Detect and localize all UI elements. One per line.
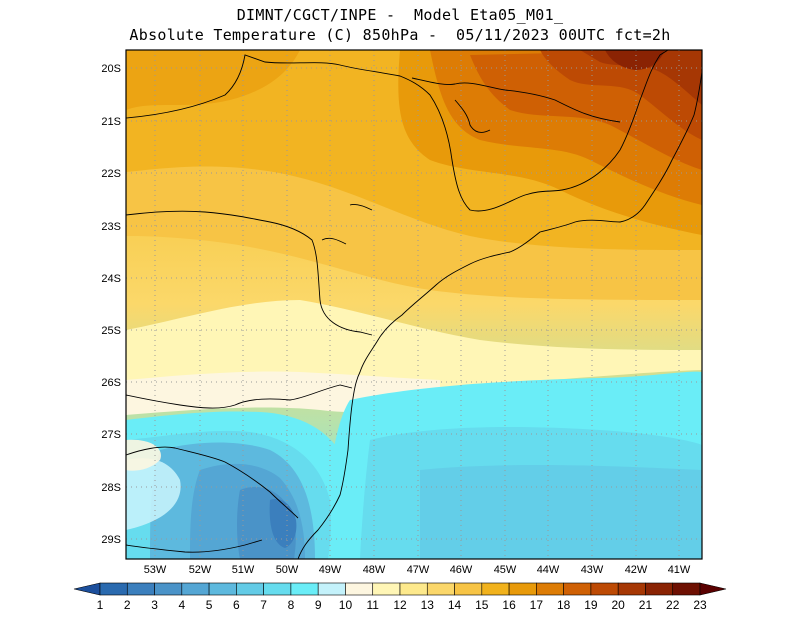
- colorbar-segment: [672, 582, 701, 596]
- graticule: [126, 50, 702, 559]
- colorbar-label: 11: [366, 598, 379, 612]
- colorbar-label: 6: [233, 598, 240, 612]
- colorbar-arrow-low: [73, 582, 101, 596]
- colorbar-label: 12: [393, 598, 407, 612]
- political-boundaries: [126, 50, 702, 559]
- colorbar-label: 22: [666, 598, 680, 612]
- lon-label: 53W: [144, 564, 167, 576]
- lat-label: 26S: [101, 377, 121, 389]
- lon-label: 44W: [537, 564, 560, 576]
- colorbar-label: 13: [421, 598, 435, 612]
- colorbar-label: 18: [557, 598, 571, 612]
- colorbar-label: 20: [612, 598, 626, 612]
- colorbar-segment: [126, 582, 155, 596]
- colorbar-segment: [617, 582, 646, 596]
- lat-label: 27S: [101, 429, 121, 441]
- colorbar-label: 19: [584, 598, 598, 612]
- lon-label: 47W: [407, 564, 430, 576]
- lon-label: 45W: [494, 564, 517, 576]
- colorbar-segment: [317, 582, 346, 596]
- title-line-1: DIMNT/CGCT/INPE - Model Eta05_M01_: [236, 6, 564, 24]
- temperature-field: [126, 50, 702, 559]
- lat-label: 23S: [101, 221, 121, 233]
- colorbar: 1 2 3 4 5 6 7 8 9 10 11 12 13 14 15 16 17 18 19 20 21 22 23: [73, 582, 727, 612]
- colorbar-segment: [99, 582, 128, 596]
- colorbar-label: 16: [502, 598, 516, 612]
- lat-label: 28S: [101, 482, 121, 494]
- lat-label: 29S: [101, 534, 121, 546]
- colorbar-label: 21: [639, 598, 653, 612]
- colorbar-label: 1: [97, 598, 104, 612]
- colorbar-segment: [536, 582, 564, 596]
- colorbar-label: 8: [288, 598, 295, 612]
- colorbar-label: 4: [178, 598, 185, 612]
- colorbar-label: 3: [151, 598, 158, 612]
- colorbar-segment: [290, 582, 319, 596]
- colorbar-segment: [345, 582, 374, 596]
- title-line-2: Absolute Temperature (C) 850hPa - 05/11/…: [129, 26, 671, 44]
- lon-label: 41W: [668, 564, 691, 576]
- colorbar-segment: [590, 582, 619, 596]
- colorbar-label: 2: [124, 598, 131, 612]
- colorbar-segment: [208, 582, 237, 596]
- lat-label: 25S: [101, 325, 121, 337]
- colorbar-segment: [236, 582, 264, 596]
- lat-label: 20S: [101, 63, 121, 75]
- colorbar-label: 9: [315, 598, 322, 612]
- colorbar-label: 14: [448, 598, 462, 612]
- colorbar-label: 17: [530, 598, 544, 612]
- lon-label: 42W: [625, 564, 648, 576]
- colorbar-label: 7: [260, 598, 267, 612]
- colorbar-segment: [454, 582, 483, 596]
- lat-label: 21S: [101, 116, 121, 128]
- colorbar-segment: [181, 582, 210, 596]
- colorbar-segment: [426, 582, 455, 596]
- colorbar-label: 23: [693, 598, 707, 612]
- lon-label: 52W: [189, 564, 212, 576]
- colorbar-segment: [508, 582, 537, 596]
- colorbar-segment: [372, 582, 401, 596]
- longitude-labels: 53W 52W 51W 50W 49W 48W 47W 46W 45W 44W …: [144, 564, 691, 576]
- lat-label: 22S: [101, 168, 121, 180]
- map-frame: [125, 49, 703, 560]
- colorbar-segment: [563, 582, 592, 596]
- colorbar-label: 5: [206, 598, 213, 612]
- colorbar-arrow-high: [699, 582, 727, 596]
- colorbar-segment: [263, 582, 292, 596]
- lon-label: 50W: [276, 564, 299, 576]
- lon-label: 48W: [363, 564, 386, 576]
- lon-label: 43W: [581, 564, 604, 576]
- colorbar-segment: [399, 582, 428, 596]
- lon-label: 49W: [319, 564, 342, 576]
- latitude-labels: 20S 21S 22S 23S 24S 25S 26S 27S 28S 29S: [101, 63, 121, 546]
- colorbar-segment: [154, 582, 183, 596]
- colorbar-label: 15: [475, 598, 489, 612]
- lon-label: 46W: [450, 564, 473, 576]
- lon-label: 51W: [232, 564, 255, 576]
- colorbar-segment: [481, 582, 510, 596]
- colorbar-segment: [645, 582, 674, 596]
- lat-label: 24S: [101, 273, 121, 285]
- colorbar-label: 10: [339, 598, 353, 612]
